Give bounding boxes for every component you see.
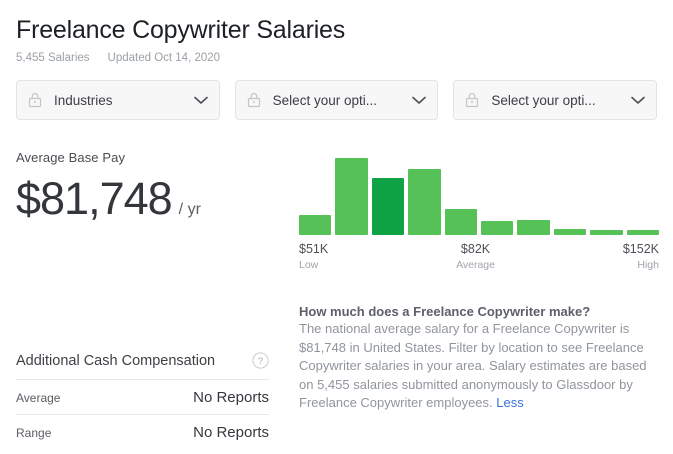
axis-tick-value: $152K bbox=[622, 242, 659, 256]
salary-histogram: $51K Low $82K Average $152K High bbox=[299, 150, 660, 271]
histogram-bar[interactable] bbox=[517, 220, 550, 235]
histogram-bar[interactable] bbox=[408, 169, 441, 235]
histogram-bar[interactable] bbox=[371, 178, 405, 235]
chevron-down-icon bbox=[631, 96, 645, 105]
histogram-bar[interactable] bbox=[553, 229, 587, 235]
filter-dropdown-label: Select your opti... bbox=[491, 92, 596, 108]
filter-dropdown-label: Select your opti... bbox=[272, 92, 377, 108]
additional-cash-title: Additional Cash Compensation bbox=[16, 352, 216, 369]
faq-block: How much does a Freelance Copywriter mak… bbox=[299, 304, 659, 413]
salary-count: 5,455 Salaries bbox=[16, 52, 90, 64]
axis-tick-caption: Average bbox=[456, 259, 495, 271]
histogram-bar[interactable] bbox=[626, 230, 660, 235]
faq-toggle-link[interactable]: Less bbox=[496, 395, 524, 410]
lock-icon bbox=[28, 92, 42, 108]
faq-answer-text: The national average salary for a Freela… bbox=[299, 321, 647, 410]
faq-answer: The national average salary for a Freela… bbox=[299, 320, 659, 413]
average-base-pay-amount: $81,748 bbox=[16, 173, 173, 224]
axis-tick-caption: Low bbox=[299, 259, 319, 271]
additional-cash-header: Additional Cash Compensation ? bbox=[16, 352, 269, 379]
filter-dropdown-industries[interactable]: Industries bbox=[16, 80, 220, 120]
filter-bar: Industries Select your opti... Select yo… bbox=[0, 64, 673, 120]
question-circle-icon[interactable]: ? bbox=[252, 352, 269, 369]
average-base-pay-unit: / yr bbox=[178, 201, 201, 218]
faq-question: How much does a Freelance Copywriter mak… bbox=[299, 304, 591, 319]
svg-text:?: ? bbox=[258, 356, 263, 367]
axis-tick-value: $82K bbox=[460, 242, 491, 256]
salary-body: Average Base Pay $81,748 / yr $51K Low $… bbox=[0, 150, 673, 413]
additional-cash-row-label: Range bbox=[16, 425, 52, 440]
filter-dropdown-label: Industries bbox=[54, 92, 113, 108]
histogram-bar[interactable] bbox=[444, 209, 478, 235]
chevron-down-icon bbox=[193, 96, 208, 105]
lock-icon bbox=[247, 92, 261, 108]
average-base-pay-label: Average Base Pay bbox=[16, 150, 126, 165]
axis-tick-low: $51K Low bbox=[299, 242, 328, 271]
axis-tick-high: $152K High bbox=[623, 242, 659, 271]
additional-cash-row-label: Average bbox=[16, 390, 61, 405]
histogram-bar[interactable] bbox=[335, 158, 368, 235]
histogram-bars bbox=[299, 150, 660, 235]
additional-cash-row-average: Average No Reports bbox=[16, 379, 269, 414]
page-title: Freelance Copywriter Salaries bbox=[16, 16, 346, 44]
average-base-pay-value-row: $81,748 / yr bbox=[16, 173, 269, 225]
axis-tick-value: $51K bbox=[299, 242, 329, 256]
histogram-bar[interactable] bbox=[299, 215, 332, 235]
additional-cash-row-range: Range No Reports bbox=[16, 414, 269, 449]
histogram-bar[interactable] bbox=[590, 230, 623, 235]
salary-distribution-panel: $51K Low $82K Average $152K High How muc… bbox=[269, 150, 660, 413]
chevron-down-icon bbox=[412, 96, 427, 105]
histogram-axis: $51K Low $82K Average $152K High bbox=[299, 242, 659, 271]
histogram-bar[interactable] bbox=[481, 221, 514, 235]
filter-dropdown-option-3[interactable]: Select your opti... bbox=[453, 80, 658, 120]
additional-cash-compensation-panel: Additional Cash Compensation ? Average N… bbox=[16, 352, 269, 449]
filter-dropdown-option-2[interactable]: Select your opti... bbox=[234, 80, 439, 120]
additional-cash-row-value: No Reports bbox=[193, 389, 269, 406]
additional-cash-row-value: No Reports bbox=[193, 424, 269, 441]
updated-date: Updated Oct 14, 2020 bbox=[107, 52, 221, 64]
axis-tick-average: $82K Average bbox=[456, 242, 495, 271]
page-header: Freelance Copywriter Salaries 5,455 Sala… bbox=[0, 0, 673, 64]
average-base-pay-panel: Average Base Pay $81,748 / yr bbox=[16, 150, 269, 413]
lock-icon bbox=[465, 92, 479, 108]
axis-tick-caption: High bbox=[637, 259, 659, 271]
header-meta: 5,455 Salaries Updated Oct 14, 2020 bbox=[16, 52, 673, 64]
